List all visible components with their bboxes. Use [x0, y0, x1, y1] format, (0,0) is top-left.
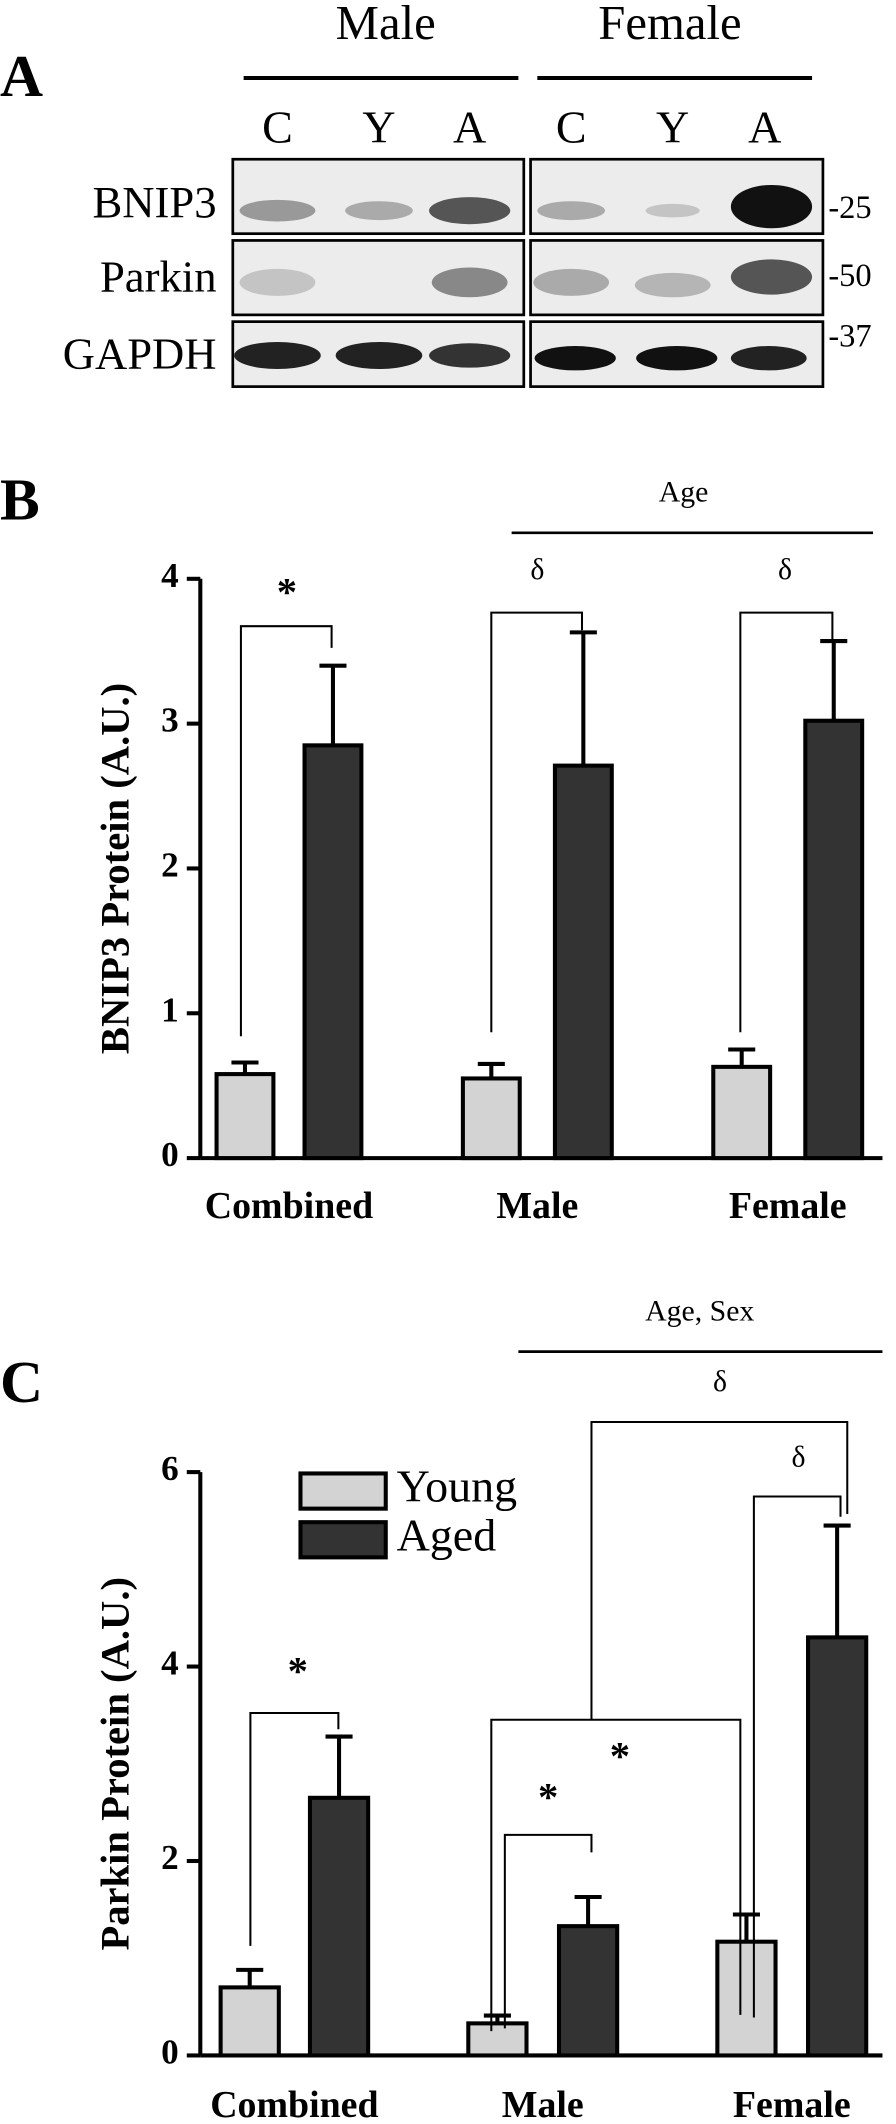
y-tick-label: 4 — [161, 1644, 179, 1683]
protein-label: GAPDH — [63, 328, 217, 378]
y-tick-label: 4 — [161, 556, 179, 595]
x-tick-label: Female — [729, 1185, 847, 1227]
lane-label: C — [262, 102, 293, 153]
y-tick-label: 3 — [161, 701, 179, 740]
lane-label: A — [748, 102, 781, 153]
x-tick-label: Combined — [205, 1185, 373, 1227]
significance-mark: * — [610, 1734, 630, 1779]
significance-mark: * — [288, 1648, 308, 1693]
y-axis-label: Parkin Protein (A.U.) — [92, 1577, 137, 1951]
panel-label: A — [0, 43, 43, 109]
bar — [460, 1076, 522, 1161]
lane-label: Y — [656, 102, 689, 153]
significance-bracket — [590, 1421, 849, 1720]
bar — [711, 1064, 773, 1161]
significance-bracket — [239, 625, 333, 1037]
significance-mark: δ — [530, 553, 544, 586]
protein-label: Parkin — [100, 251, 217, 301]
significance-bracket — [490, 611, 584, 1033]
x-tick-label: Combined — [210, 2084, 378, 2124]
bar — [715, 1939, 778, 2058]
x-tick-label: Female — [733, 2084, 851, 2124]
protein-label: BNIP3 — [92, 177, 216, 227]
group-label: Male — [336, 0, 436, 50]
y-tick-label: 0 — [161, 2033, 179, 2072]
legend-label: Young — [397, 1461, 518, 1512]
lane-label: Y — [362, 102, 395, 153]
legend-swatch — [298, 1520, 388, 1560]
mw-marker: -50 — [828, 258, 871, 294]
significance-mark: * — [538, 1774, 558, 1819]
bar — [805, 1635, 869, 2058]
panel-label: C — [0, 1349, 43, 1415]
y-tick-label: 2 — [161, 1838, 179, 1877]
significance-mark: δ — [778, 553, 792, 586]
x-tick-label: Male — [502, 2084, 584, 2124]
significance-mark: * — [277, 570, 297, 615]
lane-label: A — [453, 102, 486, 153]
group-label: Female — [598, 0, 741, 50]
mw-marker: -37 — [828, 319, 871, 355]
y-tick-label: 1 — [161, 990, 179, 1029]
bar — [466, 2021, 529, 2058]
y-tick-label: 6 — [161, 1449, 179, 1488]
bar — [218, 1985, 281, 2058]
significance-bracket — [739, 611, 834, 1033]
y-tick-label: 0 — [161, 1135, 179, 1174]
bar — [302, 743, 364, 1161]
legend-swatch — [298, 1471, 388, 1511]
y-axis-label: BNIP3 Protein (A.U.) — [92, 683, 137, 1054]
bar — [214, 1072, 276, 1161]
bar — [803, 718, 865, 1161]
significance-bracket — [503, 1833, 593, 2029]
blot-bands — [234, 184, 813, 371]
factor-label: Age, Sex — [645, 1295, 754, 1328]
bar — [307, 1795, 371, 2058]
significance-bracket — [490, 1718, 742, 2032]
bar — [556, 1924, 620, 2058]
mw-marker: -25 — [828, 190, 871, 226]
significance-bracket — [249, 1712, 340, 1946]
significance-mark: δ — [792, 1441, 806, 1474]
x-tick-label: Male — [496, 1185, 578, 1227]
bar — [552, 763, 614, 1161]
significance-mark: δ — [713, 1365, 727, 1398]
panel-label: B — [0, 466, 40, 532]
legend-label: Aged — [397, 1509, 497, 1560]
y-tick-label: 2 — [161, 846, 179, 885]
factor-label: Age — [659, 476, 709, 509]
lane-label: C — [556, 102, 587, 153]
significance-bracket — [752, 1495, 842, 2018]
